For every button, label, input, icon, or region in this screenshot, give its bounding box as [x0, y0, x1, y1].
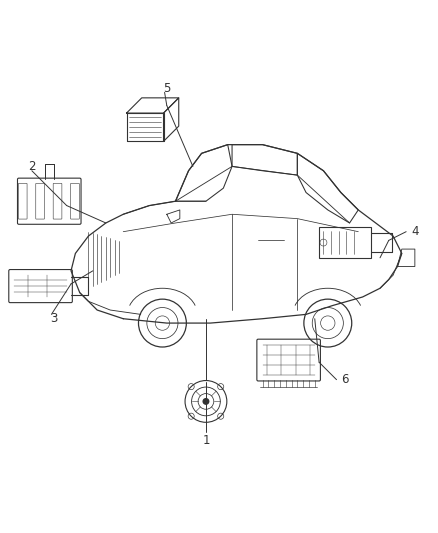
Circle shape: [202, 398, 209, 405]
Text: 6: 6: [342, 373, 349, 386]
Text: 4: 4: [411, 225, 419, 238]
Text: 2: 2: [28, 160, 35, 173]
Text: 3: 3: [50, 312, 57, 325]
Text: 1: 1: [202, 434, 210, 447]
Text: 5: 5: [163, 82, 170, 94]
